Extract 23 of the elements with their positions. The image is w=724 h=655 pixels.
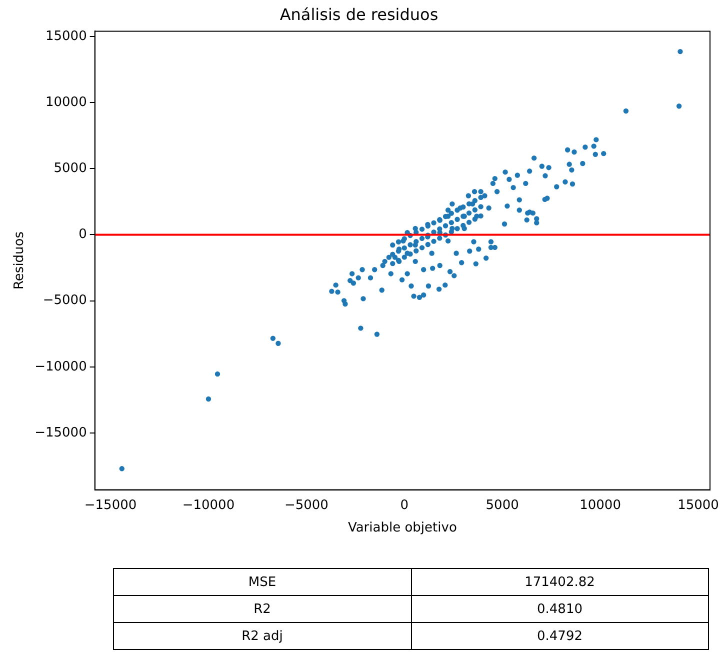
- y-tick-label: 10000: [45, 94, 87, 110]
- y-tick-label: 15000: [45, 28, 87, 44]
- x-tick-label: −5000: [284, 498, 328, 513]
- text: R2 adj: [114, 622, 411, 650]
- x-axis-title: Variable objetivo: [348, 520, 457, 536]
- y-axis-title: Residuos: [12, 231, 28, 290]
- text: 171402.82: [411, 568, 708, 596]
- y-tick-label: −5000: [42, 293, 87, 308]
- chart-title: Análisis de residuos: [280, 4, 438, 24]
- text: 0.4792: [411, 622, 708, 650]
- x-tick-label: 5000: [486, 498, 519, 513]
- y-tick-label: 0: [78, 227, 87, 242]
- x-tick-label: 0: [400, 498, 409, 513]
- y-tick-label: −15000: [34, 425, 87, 440]
- x-tick-label: 10000: [580, 498, 621, 513]
- x-tick-label: 15000: [678, 498, 719, 513]
- y-tick-label: 5000: [54, 161, 87, 176]
- x-tick-label: −10000: [182, 498, 235, 513]
- text: MSE: [114, 568, 411, 596]
- text: 0.4810: [411, 596, 708, 622]
- x-tick-label: −15000: [84, 498, 137, 513]
- y-tick-label: −10000: [34, 359, 87, 374]
- text: R2: [114, 596, 411, 622]
